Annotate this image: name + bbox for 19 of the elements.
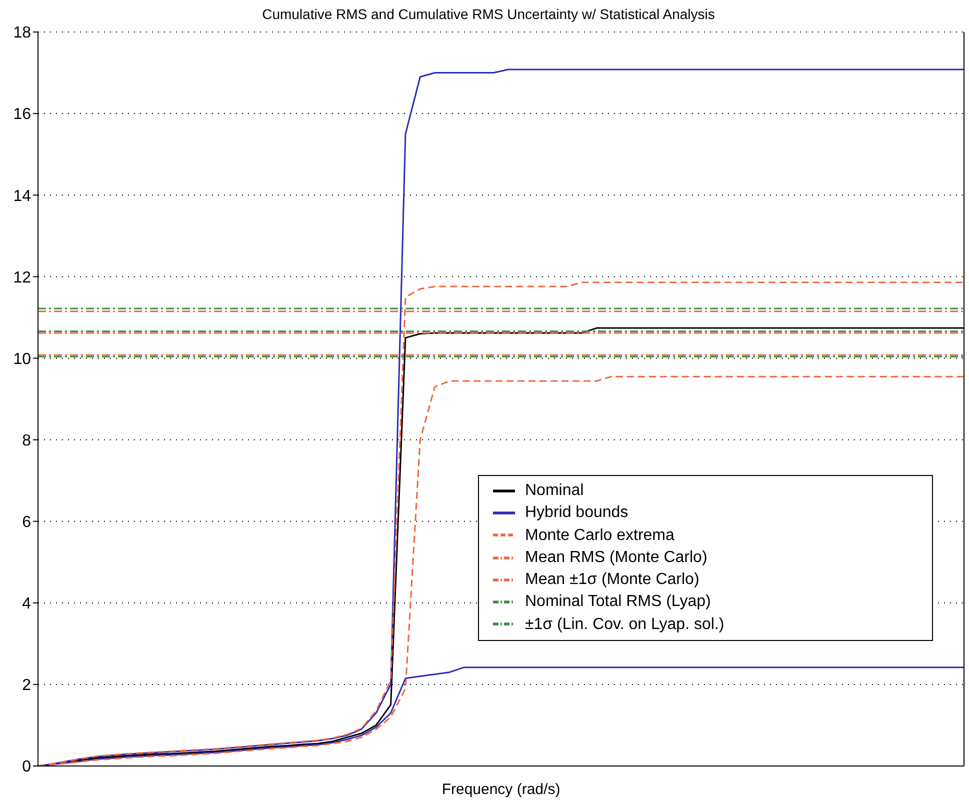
legend-label: Mean RMS (Monte Carlo): [525, 548, 708, 566]
y-tick-label: 10: [13, 350, 32, 368]
legend-label: Mean ±1σ (Monte Carlo): [525, 571, 700, 588]
y-tick-label: 14: [13, 188, 32, 205]
y-tick-label: 6: [22, 514, 32, 532]
y-tick-label: 4: [22, 596, 32, 613]
legend-label: Nominal Total RMS (Lyap): [525, 593, 711, 610]
y-tick-label: 16: [13, 106, 32, 124]
y-tick-label: 18: [13, 24, 32, 42]
y-tick-label: 2: [22, 677, 32, 694]
legend-label: Hybrid bounds: [525, 504, 628, 522]
legend-label: Nominal: [525, 482, 584, 500]
legend-label: Monte Carlo extrema: [525, 526, 674, 544]
chart-title: Cumulative RMS and Cumulative RMS Uncertainty w/ Statistical Analysis: [261, 6, 716, 22]
x-axis-title: Frequency (rad/s): [442, 781, 560, 798]
y-tick-label: 0: [22, 758, 32, 776]
y-tick-label: 12: [13, 269, 32, 286]
y-tick-label: 8: [22, 432, 32, 450]
legend-label: ±1σ (Lin. Cov. on Lyap. sol.): [525, 616, 724, 633]
